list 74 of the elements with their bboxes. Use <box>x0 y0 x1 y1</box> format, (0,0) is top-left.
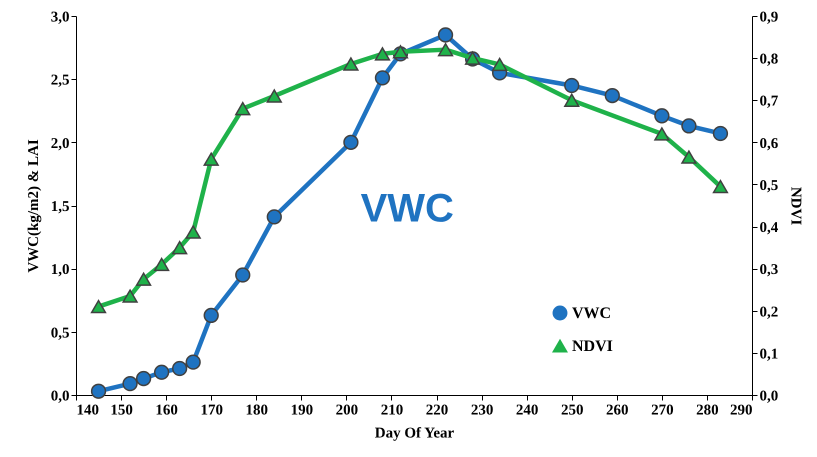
y2-axis-title: NDVI <box>787 186 804 226</box>
point <box>604 88 620 104</box>
point <box>266 209 282 224</box>
point <box>204 308 219 324</box>
point <box>235 102 250 116</box>
x-tick-label: 290 <box>730 402 752 418</box>
x-tick-label: 270 <box>651 402 674 418</box>
x-tick-label: 220 <box>426 402 448 418</box>
point <box>564 78 580 94</box>
point <box>122 289 138 303</box>
point <box>681 118 697 134</box>
y2-tick-label: 0,0 <box>760 388 778 404</box>
x-axis-title: Day Of Year <box>374 426 455 442</box>
point <box>712 126 728 142</box>
x-tick-label: 160 <box>155 402 178 418</box>
point <box>438 42 454 56</box>
point <box>154 364 170 380</box>
point <box>186 225 201 239</box>
y-tick-label: 1,0 <box>50 262 70 278</box>
point <box>186 354 201 370</box>
y2-tick-label: 0,4 <box>760 220 779 236</box>
y-tick-label: 1,5 <box>50 199 70 215</box>
y2-tick-label: 0,2 <box>760 304 778 320</box>
y2-tick-label: 0,8 <box>760 52 778 68</box>
y2-tick-label: 0,1 <box>760 346 778 362</box>
point <box>438 27 454 43</box>
point <box>266 89 282 103</box>
point <box>392 45 408 59</box>
point <box>712 180 728 194</box>
y2-tick-label: 0,7 <box>760 94 779 110</box>
x-tick-label: 260 <box>606 402 629 418</box>
legend-label: VWC <box>572 305 612 322</box>
x-tick-label: 250 <box>560 402 584 418</box>
point <box>136 272 152 286</box>
point <box>564 94 580 107</box>
y-tick-label: 0,0 <box>50 388 70 404</box>
x-tick-label: 180 <box>246 402 268 418</box>
x-tick-label: 210 <box>380 402 404 418</box>
x-tick-label: 190 <box>290 402 314 418</box>
x-tick-label: 240 <box>516 402 538 418</box>
point <box>154 258 170 272</box>
point <box>136 370 152 386</box>
point <box>374 70 390 86</box>
y-tick-label: 2,0 <box>50 136 70 152</box>
point <box>204 152 219 166</box>
point <box>122 376 138 392</box>
legend-label: NDVI <box>572 338 613 355</box>
y-tick-label: 3,0 <box>50 10 70 26</box>
x-tick-label: 280 <box>696 402 719 418</box>
point <box>172 240 188 254</box>
y-tick-label: 2,5 <box>50 72 70 89</box>
point <box>374 47 390 61</box>
point <box>343 57 359 71</box>
point <box>172 360 188 376</box>
y-axis-title: VWC(kg/m2) & LAI <box>26 139 42 273</box>
point <box>90 300 106 314</box>
x-tick-label: 140 <box>76 402 99 418</box>
x-tick-label: 150 <box>110 402 133 418</box>
y-tick-label: 0,5 <box>50 325 70 342</box>
y2-tick-label: 0,6 <box>760 136 779 152</box>
x-tick-label: 170 <box>200 402 223 418</box>
point <box>343 134 359 150</box>
y2-tick-label: 0,5 <box>760 178 778 194</box>
y2-tick-label: 0,3 <box>760 262 778 278</box>
y2-tick-label: 0,9 <box>760 10 778 26</box>
point <box>654 127 670 141</box>
point <box>90 384 106 399</box>
point <box>654 108 670 124</box>
x-tick-label: 200 <box>336 402 358 418</box>
point <box>235 267 250 283</box>
x-tick-label: 230 <box>470 402 494 418</box>
point <box>492 58 508 72</box>
point <box>681 150 697 164</box>
annotation: VWC <box>360 186 454 230</box>
